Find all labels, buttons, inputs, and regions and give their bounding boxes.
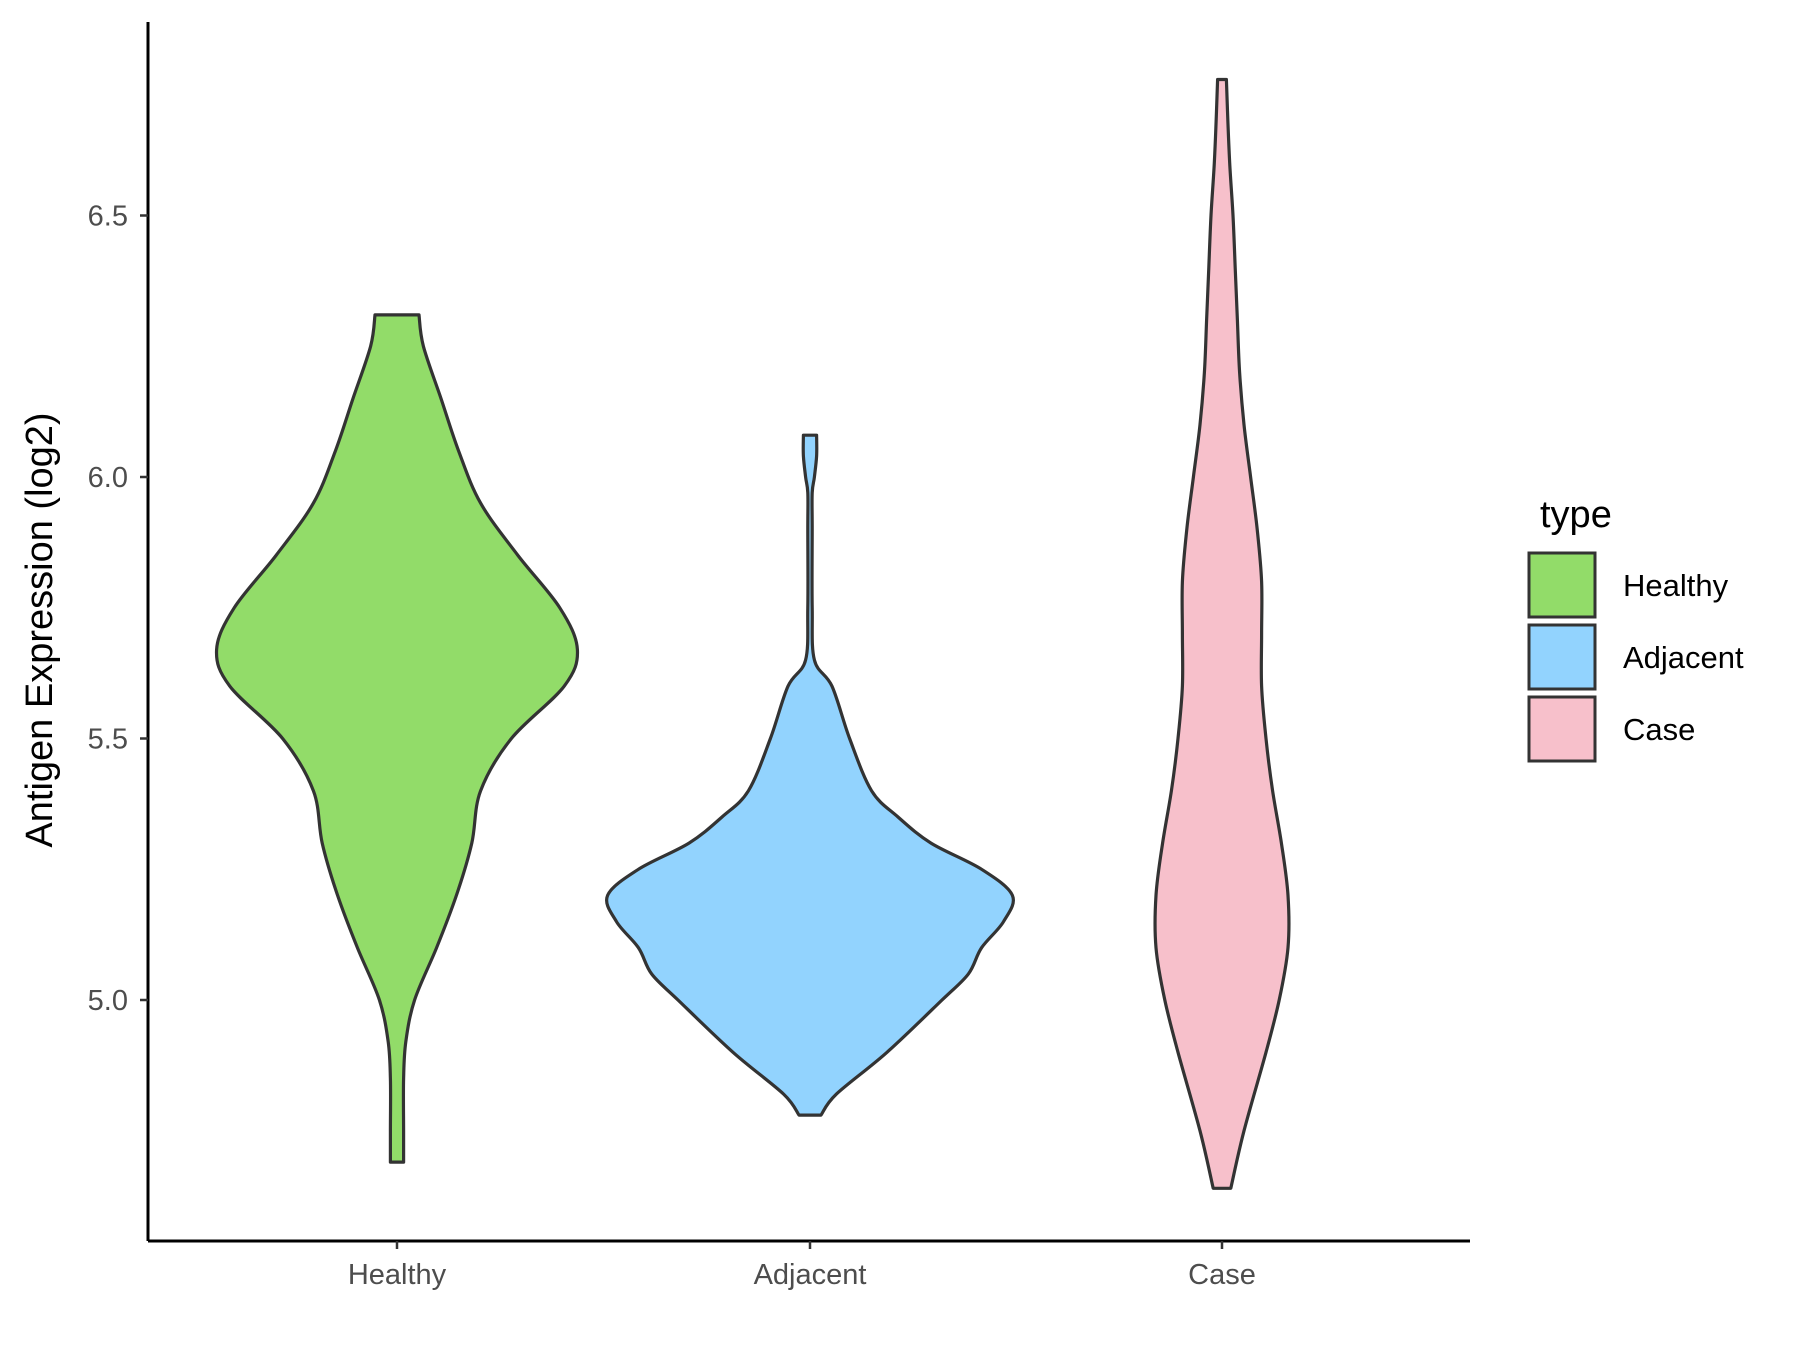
legend-swatch-adjacent [1527, 623, 1597, 691]
x-tick-label: Case [1188, 1259, 1256, 1291]
legend: Healthy Adjacent Case [1527, 551, 1744, 763]
y-tick-label: 5.5 [88, 724, 128, 756]
y-tick-label: 6.0 [88, 462, 128, 494]
x-ticks-group: Healthy Adjacent Case [348, 1241, 1256, 1291]
violin-healthy [214, 313, 580, 1164]
y-tick-label: 5.0 [88, 985, 128, 1017]
y-axis-title: Antigen Expression (log2) [19, 412, 61, 847]
legend-swatch-case [1527, 695, 1597, 763]
violin-adjacent [605, 433, 1015, 1117]
x-tick-label: Healthy [348, 1259, 447, 1291]
y-ticks-group: 5.0 5.5 6.0 6.5 [88, 201, 148, 1017]
y-tick-label: 6.5 [88, 201, 128, 233]
legend-label-case: Case [1623, 712, 1695, 747]
violins-group [214, 77, 1291, 1190]
legend-title: type [1540, 494, 1612, 536]
legend-label-healthy: Healthy [1623, 568, 1729, 603]
legend-swatch-healthy [1527, 551, 1597, 619]
x-tick-label: Adjacent [754, 1259, 867, 1291]
legend-label-adjacent: Adjacent [1623, 640, 1744, 675]
violin-case [1153, 77, 1291, 1190]
